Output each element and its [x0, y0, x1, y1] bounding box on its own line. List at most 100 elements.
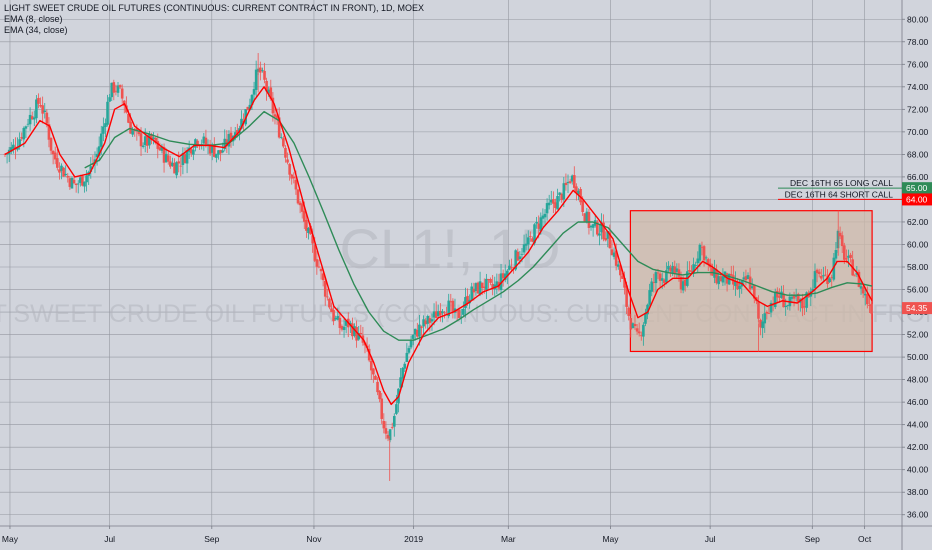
candle-body [558, 192, 561, 195]
candle-body [158, 147, 162, 151]
price-tick-label: 60.00 [907, 239, 929, 249]
candle-body [583, 213, 587, 222]
candle-body [439, 310, 442, 316]
candle-body [321, 273, 325, 281]
candle-body [652, 282, 656, 283]
candle-body [623, 278, 626, 288]
candle-body [58, 169, 61, 173]
candle-body [621, 275, 624, 279]
candle-body [146, 135, 149, 146]
candle-body [554, 202, 557, 209]
candle-body [175, 162, 178, 176]
candle-body [179, 165, 183, 167]
candle-body [141, 145, 145, 147]
candle-body [378, 390, 381, 400]
candle-body [503, 273, 507, 280]
legend-title: LIGHT SWEET CRUDE OIL FUTURES (CONTINUOU… [4, 3, 425, 13]
candle-body [796, 293, 800, 302]
candle-body [279, 137, 283, 138]
candle-body [139, 133, 143, 147]
candle-body [744, 276, 748, 281]
candle-body [579, 188, 582, 203]
candle-body [801, 298, 804, 309]
candle-body [600, 222, 603, 233]
candle-body [376, 381, 379, 393]
candle-body [660, 278, 664, 281]
candle-body [407, 348, 411, 353]
candle-body [156, 141, 160, 149]
price-tick-label: 74.00 [907, 82, 929, 92]
candle-body [104, 123, 107, 128]
candle-body [815, 269, 819, 273]
candle-body [353, 326, 356, 336]
candle-body [160, 146, 164, 151]
candle-body [66, 175, 70, 178]
candle-body [535, 222, 538, 224]
price-tick-label: 68.00 [907, 149, 929, 159]
candle-body [792, 294, 796, 299]
candle-body [870, 303, 873, 314]
candle-body [259, 67, 262, 73]
candle-body [269, 87, 273, 99]
candle-body [177, 161, 181, 164]
candle-body [64, 173, 67, 176]
candle-body [248, 104, 252, 110]
candle-body [309, 225, 312, 235]
candle-body [171, 162, 174, 166]
candle-body [679, 276, 683, 290]
candle-body [89, 166, 93, 172]
candle-body [516, 251, 520, 261]
candle-body [572, 175, 576, 188]
candle-body [564, 182, 568, 186]
candle-body [20, 137, 24, 139]
time-tick-label: Jul [705, 534, 716, 544]
candle-body [267, 89, 271, 94]
candle-body [863, 293, 867, 296]
candle-body [822, 275, 825, 277]
price-axis[interactable]: 36.00 38.00 40.00 42.00 44.00 46.00 48.00 50.00… [901, 0, 929, 550]
candle-body [566, 181, 570, 184]
candle-body [776, 290, 779, 298]
candle-body [834, 250, 838, 259]
candle-body [470, 286, 474, 300]
candle-body [667, 265, 670, 270]
candle-body [847, 255, 850, 258]
candle-body [778, 296, 781, 298]
legend: LIGHT SWEET CRUDE OIL FUTURES (CONTINUOU… [4, 3, 424, 36]
time-tick-label: May [2, 534, 19, 544]
candle-body [700, 246, 704, 248]
candle-body [221, 150, 224, 153]
price-tick-label: 70.00 [907, 127, 929, 137]
candle-body [531, 238, 534, 242]
candle-body [97, 146, 101, 156]
time-axis[interactable]: May Jul Sep Nov 2019 Mar May Jul Sep Oct [0, 525, 932, 544]
candle-body [635, 328, 639, 332]
candle-body [418, 324, 421, 337]
call-line-label: DEC 16TH 64 SHORT CALL [785, 189, 894, 199]
candle-body [334, 317, 337, 320]
candle-body [355, 327, 358, 341]
candle-body [127, 113, 130, 123]
candle-body [522, 244, 526, 253]
candle-body [246, 106, 250, 111]
candle-body [616, 264, 620, 267]
candle-body [386, 434, 390, 439]
candle-body [763, 313, 767, 324]
candle-body [315, 259, 319, 267]
candle-body [447, 300, 451, 317]
candle-body [12, 144, 15, 149]
candle-body [767, 313, 771, 315]
candle-body [162, 147, 166, 163]
candle-body [265, 80, 268, 92]
candle-body [114, 90, 118, 92]
candle-body [16, 147, 19, 150]
candle-body [76, 183, 80, 185]
candle-body [759, 319, 762, 328]
candle-body [219, 150, 222, 154]
candle-body [351, 323, 354, 337]
candle-body [868, 305, 871, 306]
candle-body [449, 301, 453, 303]
price-tick-label: 48.00 [907, 375, 929, 385]
candle-body [166, 155, 170, 162]
